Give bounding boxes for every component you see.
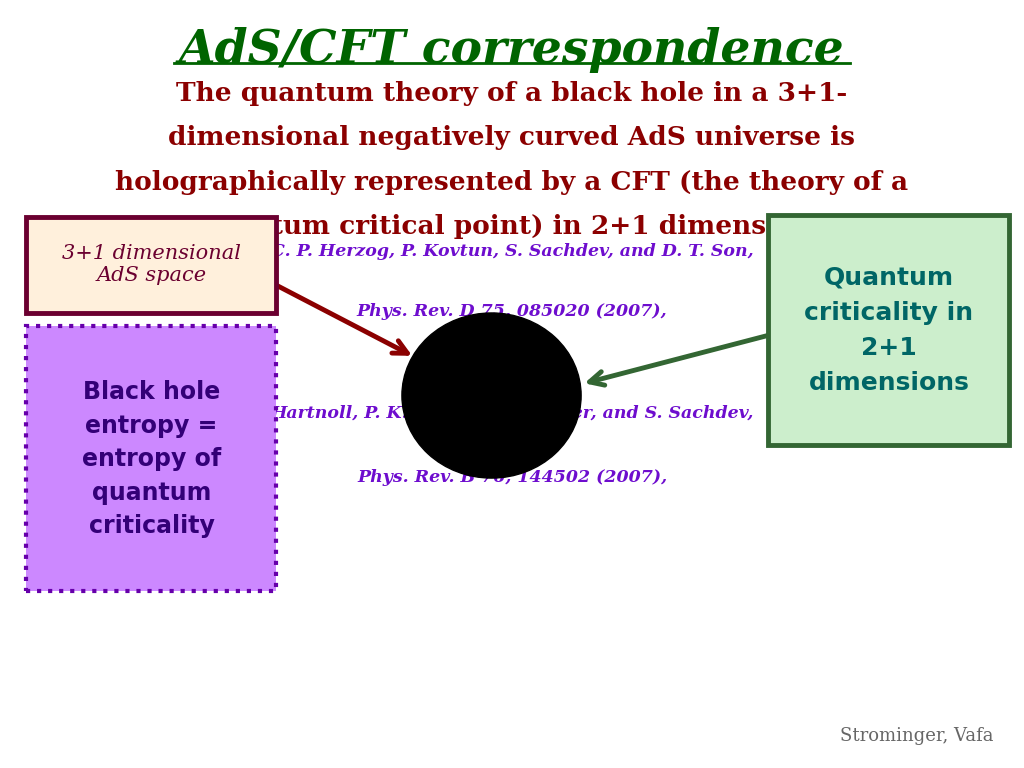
Ellipse shape: [401, 313, 582, 478]
Text: C. P. Herzog, P. Kovtun, S. Sachdev, and D. T. Son,: C. P. Herzog, P. Kovtun, S. Sachdev, and…: [270, 243, 754, 260]
Text: Quantum
criticality in
2+1
dimensions: Quantum criticality in 2+1 dimensions: [804, 265, 974, 396]
Text: Phys. Rev. B 76, 144502 (2007),: Phys. Rev. B 76, 144502 (2007),: [357, 469, 667, 486]
FancyBboxPatch shape: [768, 215, 1009, 445]
Text: 3+1 dimensional
AdS space: 3+1 dimensional AdS space: [62, 243, 241, 285]
Text: Hartnoll, P. K. Kovtun, M. Muller, and S. Sachdev,: Hartnoll, P. K. Kovtun, M. Muller, and S…: [270, 405, 754, 422]
FancyBboxPatch shape: [26, 326, 276, 591]
Text: holographically represented by a CFT (the theory of a: holographically represented by a CFT (th…: [116, 170, 908, 195]
Text: Black hole
entropy =
entropy of
quantum
criticality: Black hole entropy = entropy of quantum …: [82, 380, 221, 538]
FancyBboxPatch shape: [26, 217, 276, 313]
Text: AdS/CFT correspondence: AdS/CFT correspondence: [179, 27, 845, 73]
Text: dimensional negatively curved AdS universe is: dimensional negatively curved AdS univer…: [169, 125, 855, 151]
Text: The quantum theory of a black hole in a 3+1-: The quantum theory of a black hole in a …: [176, 81, 848, 106]
Text: Strominger, Vafa: Strominger, Vafa: [840, 727, 993, 745]
Text: quantum critical point) in 2+1 dimensions: quantum critical point) in 2+1 dimension…: [197, 214, 827, 240]
Text: Phys. Rev. D 75, 085020 (2007),: Phys. Rev. D 75, 085020 (2007),: [356, 303, 668, 319]
